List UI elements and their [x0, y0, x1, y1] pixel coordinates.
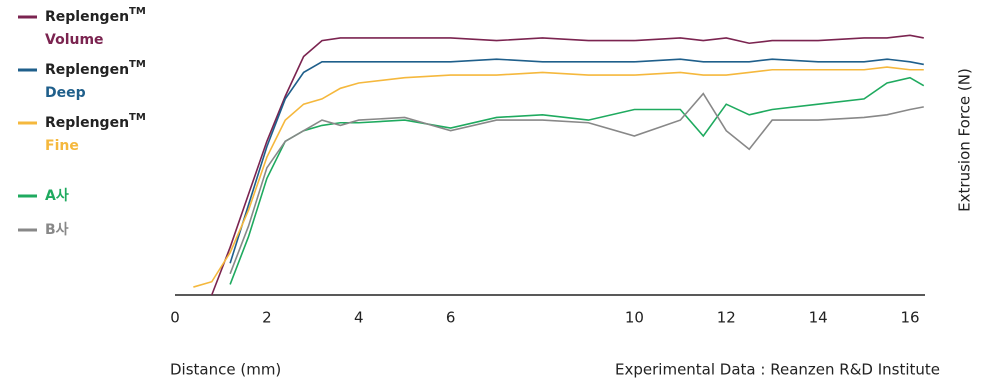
x-tick-label: 16 [900, 309, 919, 327]
brand-mark: TM [129, 59, 146, 70]
brand: Replengen [45, 62, 129, 78]
legend-label: A사 [45, 188, 69, 204]
series-line [211, 34, 924, 296]
x-tick-label: 12 [717, 309, 736, 327]
series-line [193, 66, 924, 288]
note: Experimental Data : Reanzen R&D Institut… [615, 361, 940, 379]
x-axis-label: Distance (mm) [170, 361, 281, 379]
legend-label: Deep [45, 85, 86, 101]
legend-brand: ReplengenTM [45, 112, 146, 131]
x-tick-label: 4 [354, 309, 364, 327]
series-line [229, 92, 924, 275]
x-tick-label: 14 [809, 309, 828, 327]
brand: Replengen [45, 9, 129, 25]
legend-label: Volume [45, 32, 104, 48]
x-tick-label: 0 [170, 309, 180, 327]
y-axis-label: Extrusion Force (N) [956, 68, 974, 212]
legend-label: Fine [45, 138, 79, 154]
legend-label: B사 [45, 222, 69, 238]
series-line [229, 76, 925, 285]
x-tick-label: 2 [262, 309, 272, 327]
brand-mark: TM [129, 112, 146, 123]
x-tick-label: 10 [625, 309, 644, 327]
series-line [229, 58, 924, 264]
x-tick-label: 6 [446, 309, 456, 327]
brand-mark: TM [129, 6, 146, 17]
brand: Replengen [45, 115, 129, 131]
legend-brand: ReplengenTM [45, 59, 146, 78]
legend-brand: ReplengenTM [45, 6, 146, 25]
